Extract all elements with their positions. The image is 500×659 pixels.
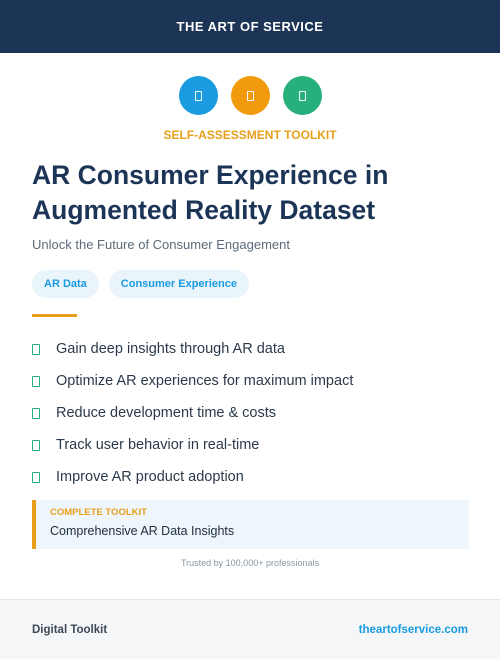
accent-divider <box>32 314 77 317</box>
feature-circle-blue <box>178 76 218 115</box>
eyebrow-label: SELF-ASSESSMENT TOOLKIT <box>163 128 337 142</box>
callout-label: COMPLETE TOOLKIT <box>50 507 147 518</box>
benefit-item: Track user behavior in real-time <box>32 429 353 461</box>
benefit-item: Gain deep insights through AR data <box>32 333 353 365</box>
benefit-item: Optimize AR experiences for maximum impa… <box>32 365 353 397</box>
check-icon <box>32 343 40 355</box>
benefit-list: Gain deep insights through AR data Optim… <box>32 333 353 493</box>
tag-ar-data: AR Data <box>32 270 99 298</box>
footer-label: Digital Toolkit <box>32 623 108 636</box>
benefit-text: Gain deep insights through AR data <box>56 341 285 357</box>
document-icon <box>246 90 254 101</box>
trust-note: Trusted by 100,000+ professionals <box>180 558 319 568</box>
website-link[interactable]: theartofservice.com <box>358 623 468 636</box>
tag-list: AR Data Consumer Experience <box>32 270 249 298</box>
toolkit-callout: COMPLETE TOOLKIT Comprehensive AR Data I… <box>32 500 469 549</box>
benefit-item: Reduce development time & costs <box>32 397 353 429</box>
brand-name: THE ART OF SERVICE <box>176 19 324 34</box>
document-icon <box>194 90 202 101</box>
tag-consumer-experience: Consumer Experience <box>108 270 249 298</box>
document-icon <box>298 90 306 101</box>
benefit-text: Optimize AR experiences for maximum impa… <box>56 373 354 389</box>
benefit-text: Improve AR product adoption <box>56 469 244 485</box>
feature-circle-orange <box>230 76 270 115</box>
check-icon <box>32 375 40 387</box>
check-icon <box>32 407 40 419</box>
check-icon <box>32 439 40 451</box>
header-bar: THE ART OF SERVICE <box>0 0 500 53</box>
footer-bar: Digital Toolkit theartofservice.com <box>0 599 500 659</box>
benefit-item: Improve AR product adoption <box>32 461 353 493</box>
benefit-text: Reduce development time & costs <box>56 405 277 421</box>
page-title: AR Consumer Experience in Augmented Real… <box>32 160 389 225</box>
benefit-text: Track user behavior in real-time <box>56 437 260 453</box>
callout-text: Comprehensive AR Data Insights <box>50 524 235 538</box>
check-icon <box>32 471 40 483</box>
icon-row <box>0 76 500 115</box>
feature-circle-green <box>282 76 322 115</box>
page-subtitle: Unlock the Future of Consumer Engagement <box>32 237 290 252</box>
